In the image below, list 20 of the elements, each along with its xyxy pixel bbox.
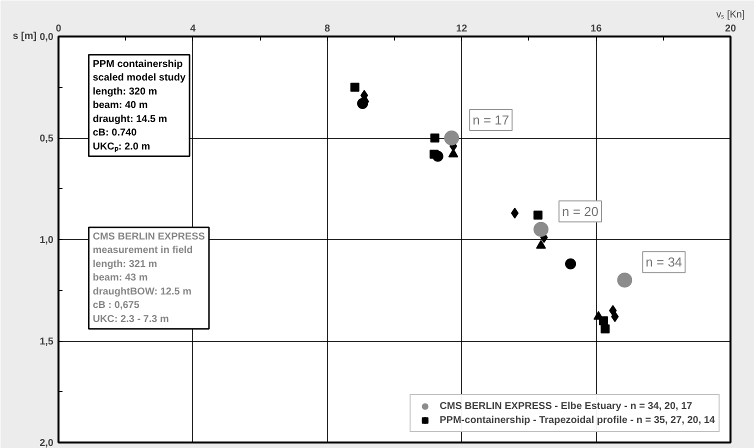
x-tick-label: 20 — [724, 24, 736, 34]
annotation: PPM containership scaled model study length: 320 m beam: 40 m draught: 14.5 m cB: 0.740 UKCₚ: 2.0 m — [92, 58, 186, 152]
x-tick-label: 12 — [456, 24, 468, 34]
legend-label: PPM-containership - Trapezoidal profile - n = 35, 27, 20, 14 — [440, 414, 715, 426]
annotation: n = 20 — [562, 204, 599, 219]
annotation: n = 34 — [646, 254, 682, 270]
x-axis-title: vₛ [Kn] — [716, 10, 746, 20]
y-tick-label: 1,5 — [40, 336, 54, 348]
legend-label: CMS BERLIN EXPRESS - Elbe Estuary - n = 34, 20, 17 — [440, 400, 692, 412]
y-tick-label: 1,0 — [40, 235, 54, 246]
x-tick-label: 4 — [190, 24, 196, 34]
annotation: n = 17 — [472, 112, 510, 128]
x-tick-label: 8 — [324, 24, 331, 34]
y-tick-label: 0,5 — [40, 134, 54, 144]
annotation: CMS BERLIN EXPRESS measurement in field length: 321 m beam: 43 m draughtBOW: 12.5 m cB : 0,675 UKC: 2.3 - 7.3 m — [92, 231, 206, 325]
y-tick-label: 0,0 — [40, 32, 54, 43]
x-tick-label: 16 — [590, 24, 602, 34]
x-tick-label: 0 — [56, 24, 62, 34]
y-tick-label: 2,0 — [40, 438, 54, 448]
y-axis-title: s [m] — [12, 31, 37, 42]
